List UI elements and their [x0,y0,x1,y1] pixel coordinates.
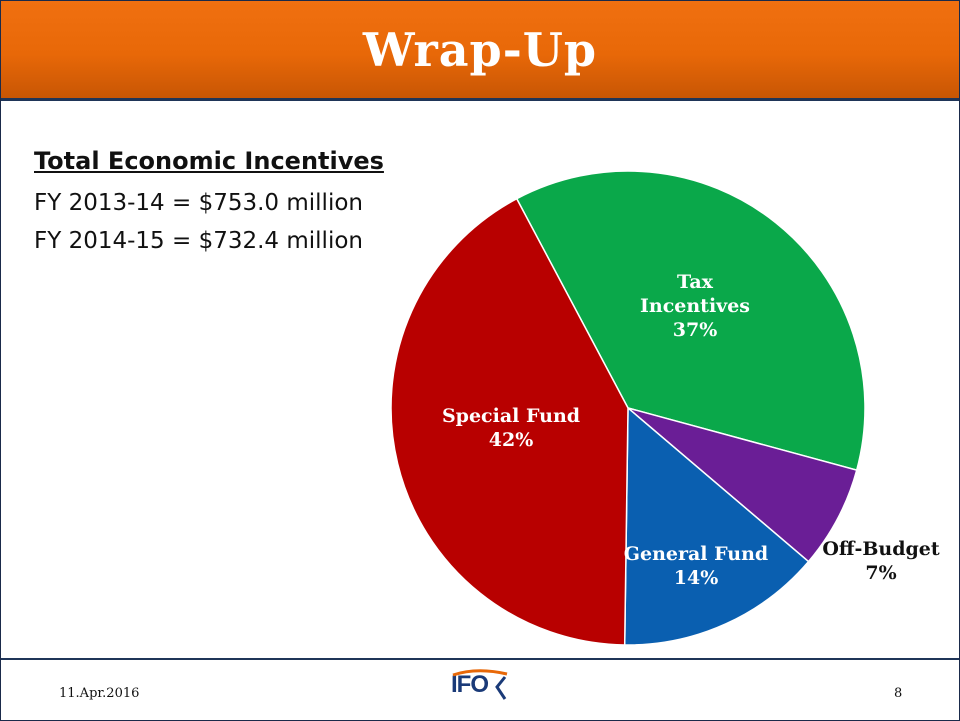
slice-label: General Fund 14% [624,543,768,589]
ifo-logo: IFO [447,669,517,705]
pie-chart: Tax Incentives 37% Off-Budget 7% General Fund… [390,170,940,646]
slide-title: Wrap-Up [362,22,598,77]
pie-slice [627,407,858,563]
footer-date: 11.Apr.2016 [59,686,140,701]
heading: Total Economic Incentives [34,147,384,175]
fy-2014-15-line: FY 2014-15 = $732.4 million [34,228,363,254]
pie-slice [390,197,629,646]
pie-slice [515,170,866,472]
logo-text: IFO [451,671,489,698]
fy-2013-14-line: FY 2013-14 = $753.0 million [34,190,363,216]
slice-label: Tax Incentives 37% [640,271,750,341]
pie-slice [623,406,810,646]
slice-label: Special Fund 42% [442,405,580,451]
page-number: 8 [894,686,903,701]
logo-mark-icon [452,669,508,700]
footer-divider [1,658,959,660]
slice-label: Off-Budget 7% [822,538,940,584]
title-bar: Wrap-Up [1,1,959,101]
